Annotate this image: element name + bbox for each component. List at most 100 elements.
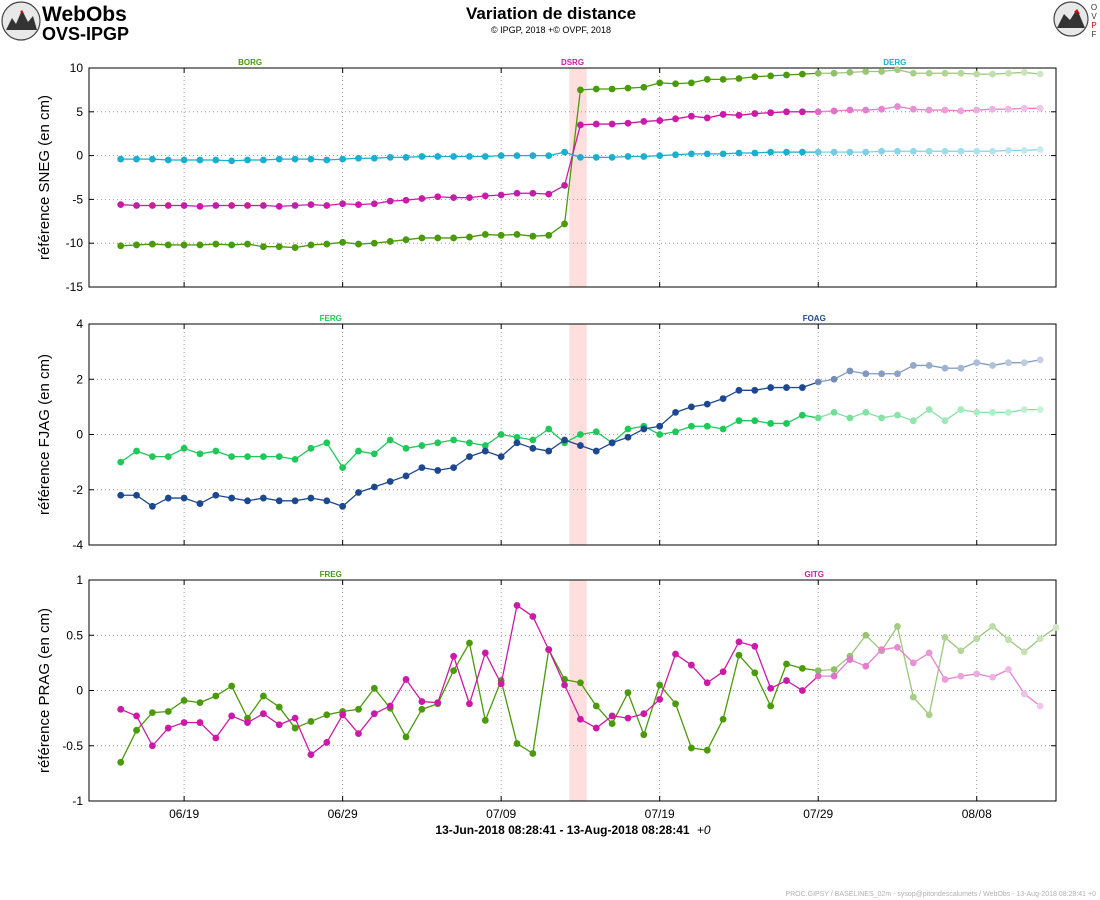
data-point (751, 73, 759, 81)
data-point (735, 651, 743, 659)
series-segment (674, 703, 693, 749)
data-point (180, 202, 188, 209)
series-segment (135, 715, 153, 747)
data-point (577, 442, 584, 449)
data-point (703, 114, 711, 122)
data-point (672, 409, 679, 416)
data-point (370, 450, 378, 458)
data-point (783, 148, 790, 156)
data-point (767, 109, 775, 117)
data-point (529, 750, 537, 757)
y-tick-label: -2 (72, 483, 83, 497)
data-point (228, 453, 236, 460)
time-offset: +0 (697, 823, 711, 837)
data-point (925, 406, 933, 414)
data-point (1005, 69, 1012, 77)
data-point (149, 202, 156, 209)
data-point (814, 148, 822, 156)
data-point (989, 409, 996, 416)
data-point (973, 70, 981, 78)
data-point (529, 444, 537, 452)
data-point (1005, 666, 1012, 673)
time-range-text: 13-Jun-2018 08:28:41 - 13-Aug-2018 08:28… (435, 823, 689, 837)
data-point (767, 702, 775, 710)
data-point (434, 439, 442, 447)
data-point (434, 153, 442, 160)
data-point (164, 202, 172, 209)
y-axis-label: référence SNEG (en cm) (36, 95, 53, 260)
data-point (561, 436, 568, 444)
series-label: FERG (320, 314, 342, 323)
series-segment (595, 705, 613, 725)
data-point (513, 189, 521, 197)
data-point (608, 85, 616, 93)
data-point (196, 450, 204, 458)
y-tick-label: 1 (76, 573, 83, 587)
data-point (133, 241, 140, 249)
data-point (450, 194, 458, 202)
series-segment (579, 682, 597, 707)
data-point (846, 148, 854, 156)
data-point (719, 715, 727, 723)
data-point (323, 240, 331, 248)
data-point (894, 103, 901, 110)
data-point (117, 491, 125, 499)
data-point (846, 414, 854, 422)
data-point (719, 75, 727, 83)
data-point (133, 155, 140, 163)
data-point (497, 431, 505, 438)
data-point (703, 422, 711, 430)
data-point (909, 69, 917, 77)
data-point (466, 194, 473, 202)
data-point (323, 497, 331, 505)
data-point (228, 712, 236, 720)
y-tick-label: -15 (66, 280, 84, 294)
data-point (909, 693, 917, 701)
series-freg (117, 623, 1060, 766)
data-point (1005, 146, 1012, 154)
y-tick-label: -0.5 (62, 739, 83, 753)
data-point (481, 447, 489, 455)
data-point (164, 708, 172, 715)
data-point (323, 202, 331, 209)
data-point (418, 442, 426, 449)
data-point (481, 192, 489, 200)
data-point (180, 494, 188, 502)
data-point (735, 111, 743, 119)
data-point (941, 69, 949, 77)
data-point (798, 148, 806, 156)
data-point (656, 681, 664, 689)
data-point (846, 656, 854, 663)
data-point (640, 118, 648, 125)
data-point (466, 233, 473, 241)
data-point (830, 666, 838, 673)
data-point (481, 153, 489, 160)
data-point (957, 107, 965, 115)
data-point (798, 70, 806, 78)
data-point (180, 444, 188, 452)
data-point (1020, 690, 1028, 698)
data-point (307, 751, 315, 758)
series-segment (294, 717, 312, 755)
data-point (212, 156, 220, 164)
data-point (973, 670, 981, 678)
series-borg (117, 66, 1044, 251)
brand-line1: WebObs (42, 3, 127, 26)
data-point (608, 120, 616, 128)
data-point (402, 153, 410, 161)
data-point (244, 719, 251, 726)
data-point (133, 202, 140, 209)
y-tick-label: 2 (76, 372, 83, 386)
series-label: GITG (804, 570, 824, 579)
data-point (592, 120, 600, 128)
data-point (1036, 70, 1044, 78)
data-point (925, 106, 933, 114)
data-point (466, 153, 473, 160)
data-point (894, 147, 901, 155)
data-point (973, 147, 981, 155)
brand-line2: OVS-IPGP (42, 24, 129, 44)
data-point (561, 181, 568, 189)
data-point (529, 152, 537, 160)
data-point (450, 464, 458, 472)
data-point (291, 155, 299, 163)
